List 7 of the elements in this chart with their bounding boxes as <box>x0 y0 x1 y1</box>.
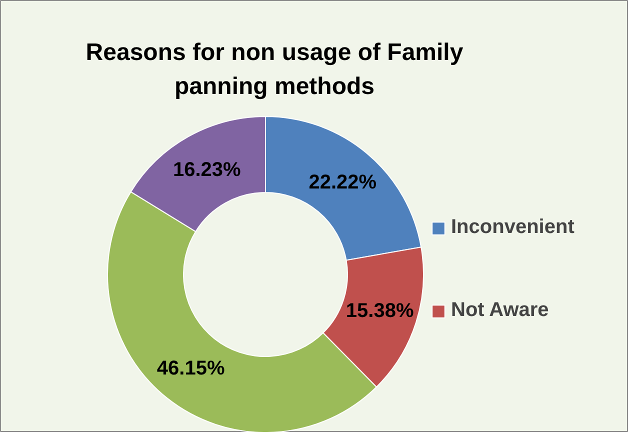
data-label: 15.38% <box>346 300 414 322</box>
legend-label: Not Aware <box>451 299 549 322</box>
legend-label: Inconvenient <box>451 216 574 239</box>
chart-title: Reasons for non usage of Family panning methods <box>86 39 464 100</box>
data-label: 46.15% <box>156 357 225 380</box>
data-label: 22.22% <box>308 172 377 194</box>
data-label: 16.23% <box>173 158 242 181</box>
